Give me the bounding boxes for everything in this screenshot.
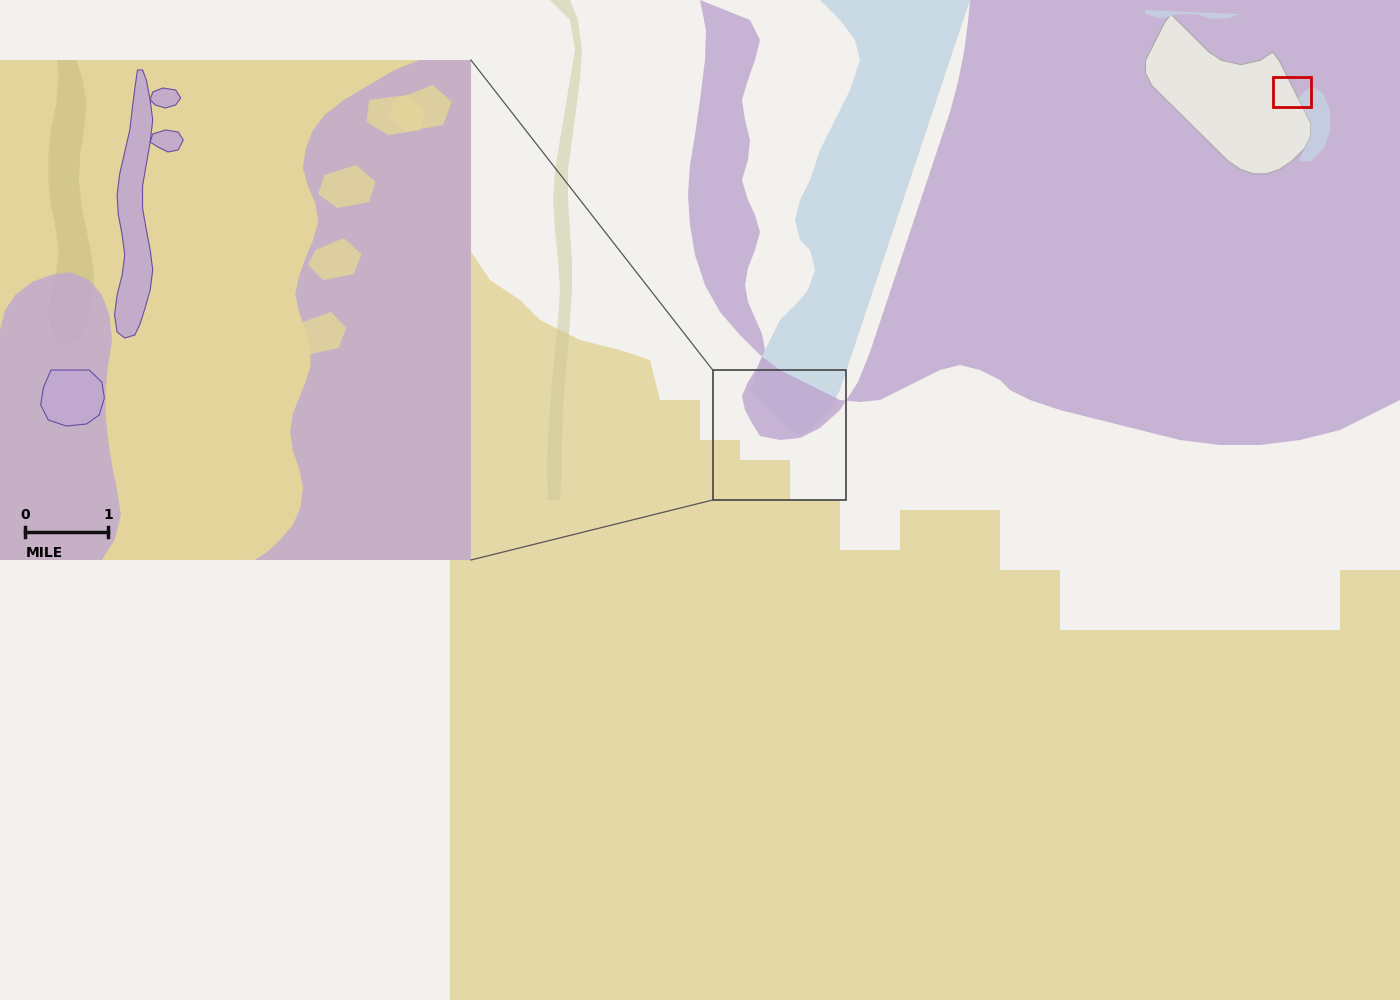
Text: 1: 1 bbox=[104, 508, 113, 522]
Polygon shape bbox=[318, 165, 375, 208]
Polygon shape bbox=[0, 272, 120, 560]
Polygon shape bbox=[687, 0, 1400, 445]
Polygon shape bbox=[750, 0, 970, 435]
Polygon shape bbox=[367, 95, 427, 135]
Polygon shape bbox=[388, 85, 452, 132]
Polygon shape bbox=[150, 130, 183, 152]
Text: 0: 0 bbox=[21, 508, 31, 522]
Polygon shape bbox=[150, 88, 181, 108]
Polygon shape bbox=[308, 238, 361, 280]
Bar bbox=[1273, 77, 1310, 107]
Polygon shape bbox=[547, 0, 582, 500]
Bar bbox=[713, 370, 847, 500]
Polygon shape bbox=[41, 370, 105, 426]
Polygon shape bbox=[102, 60, 470, 560]
Polygon shape bbox=[1145, 10, 1240, 18]
Polygon shape bbox=[115, 70, 153, 338]
Polygon shape bbox=[449, 220, 1400, 1000]
Polygon shape bbox=[1145, 14, 1310, 174]
Text: MILE: MILE bbox=[25, 546, 63, 560]
Polygon shape bbox=[49, 60, 94, 345]
Polygon shape bbox=[295, 312, 346, 354]
Polygon shape bbox=[1298, 86, 1330, 161]
